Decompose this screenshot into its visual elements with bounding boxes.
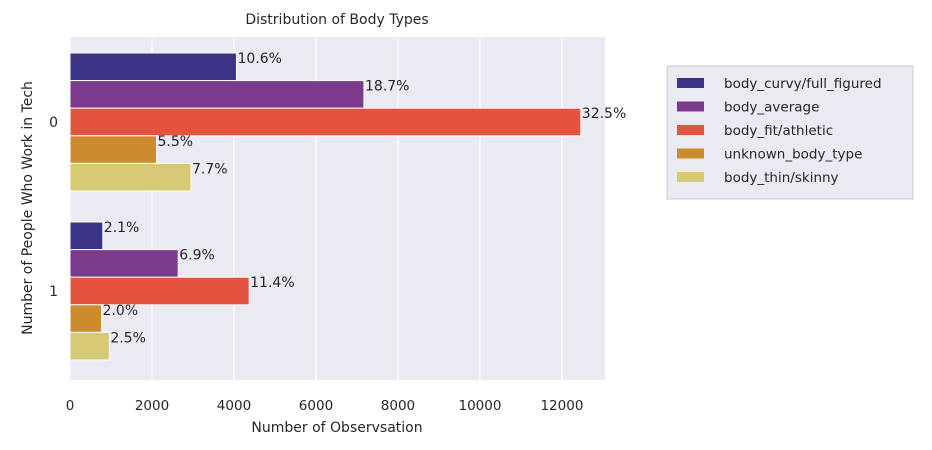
bar-labels: 10.6% 18.7% 32.5% 5.5% 7.7% 2.1% 6.9% 11.4% 2.0%… <box>103 51 627 346</box>
chart-title: Distribution of Body Types <box>245 12 428 28</box>
bar-data-label: 5.5% <box>158 134 194 150</box>
bar <box>69 135 158 164</box>
legend-label: body_fit/athletic <box>724 123 833 139</box>
legend: body_curvy/full_figured body_average body_… <box>666 65 914 200</box>
bar <box>69 52 237 82</box>
bar-data-label: 32.5% <box>582 106 626 122</box>
bar-data-label: 18.7% <box>365 79 409 95</box>
bar <box>69 80 365 109</box>
x-axis-ticks: 0 2000 4000 6000 8000 10000 12000 <box>66 398 584 414</box>
bar <box>69 162 192 192</box>
bar-data-label: 2.5% <box>110 330 146 346</box>
bar-data-label: 7.7% <box>192 161 228 177</box>
x-tick-label: 8000 <box>381 398 415 414</box>
x-tick-label: 0 <box>66 398 75 414</box>
y-axis-label: Number of People Who Work in Tech <box>20 81 36 335</box>
legend-label: body_curvy/full_figured <box>724 76 882 92</box>
legend-swatch <box>677 148 704 159</box>
legend-swatch <box>677 172 704 182</box>
legend-label: unknown_body_type <box>724 147 862 163</box>
bar <box>69 276 250 306</box>
legend-label: body_average <box>724 100 819 116</box>
y-tick-label: 1 <box>49 284 58 300</box>
bar <box>69 304 103 333</box>
x-tick-label: 12000 <box>540 398 583 414</box>
x-tick-label: 6000 <box>299 398 333 414</box>
bar-data-label: 6.9% <box>179 248 215 264</box>
bar <box>69 249 179 278</box>
bar-data-label: 2.1% <box>104 220 140 236</box>
x-tick-label: 4000 <box>217 398 251 414</box>
bar <box>69 221 104 251</box>
legend-swatch <box>677 125 704 135</box>
bar-data-label: 2.0% <box>103 303 139 319</box>
x-axis-label: Number of Observsation <box>251 420 422 436</box>
legend-label: body_thin/skinny <box>724 170 839 186</box>
y-axis-ticks: 01 <box>49 115 58 300</box>
bar-data-label: 11.4% <box>250 275 294 291</box>
bar <box>69 331 110 361</box>
bar-data-label: 10.6% <box>237 51 281 67</box>
bars <box>69 52 582 361</box>
y-tick-label: 0 <box>49 115 58 131</box>
legend-swatch <box>677 101 704 112</box>
x-tick-label: 10000 <box>458 398 501 414</box>
legend-swatch <box>677 78 704 88</box>
x-tick-label: 2000 <box>135 398 169 414</box>
legend-frame <box>666 65 914 200</box>
bar <box>69 107 582 137</box>
